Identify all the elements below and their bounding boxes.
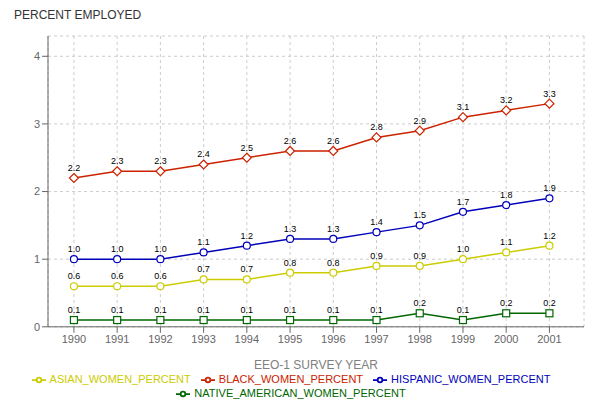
svg-text:1: 1 <box>34 253 40 265</box>
svg-text:0.1: 0.1 <box>197 305 210 315</box>
svg-text:1.5: 1.5 <box>413 210 426 220</box>
svg-text:0.6: 0.6 <box>154 271 167 281</box>
svg-text:2.3: 2.3 <box>154 156 167 166</box>
svg-text:0.1: 0.1 <box>327 305 340 315</box>
svg-text:2.6: 2.6 <box>284 136 297 146</box>
svg-text:1991: 1991 <box>105 333 129 345</box>
svg-text:2.6: 2.6 <box>327 136 340 146</box>
svg-text:0.1: 0.1 <box>111 305 124 315</box>
svg-text:0.7: 0.7 <box>197 264 210 274</box>
svg-text:2: 2 <box>34 185 40 197</box>
svg-text:1.3: 1.3 <box>284 224 297 234</box>
svg-text:1992: 1992 <box>148 333 172 345</box>
svg-text:1.1: 1.1 <box>500 237 513 247</box>
svg-text:1.9: 1.9 <box>543 183 556 193</box>
svg-text:0.2: 0.2 <box>543 298 556 308</box>
svg-text:1999: 1999 <box>451 333 475 345</box>
svg-text:0.9: 0.9 <box>370 251 383 261</box>
svg-text:0.1: 0.1 <box>154 305 167 315</box>
svg-text:0.8: 0.8 <box>327 258 340 268</box>
svg-text:2000: 2000 <box>494 333 518 345</box>
svg-text:1998: 1998 <box>407 333 431 345</box>
svg-text:0.8: 0.8 <box>284 258 297 268</box>
svg-text:2.5: 2.5 <box>241 143 254 153</box>
svg-text:0.1: 0.1 <box>68 305 81 315</box>
svg-text:0.7: 0.7 <box>241 264 254 274</box>
svg-text:3.2: 3.2 <box>500 95 513 105</box>
svg-text:1.0: 1.0 <box>68 244 81 254</box>
svg-text:0.1: 0.1 <box>241 305 254 315</box>
svg-text:1.8: 1.8 <box>500 190 513 200</box>
svg-text:1997: 1997 <box>364 333 388 345</box>
svg-text:1.4: 1.4 <box>370 217 383 227</box>
svg-text:1990: 1990 <box>62 333 86 345</box>
svg-text:1994: 1994 <box>235 333 259 345</box>
svg-text:2.2: 2.2 <box>68 163 81 173</box>
svg-text:2.9: 2.9 <box>413 116 426 126</box>
html-text:PERCENT EMPLOYED: PERCENT EMPLOYED <box>14 8 142 22</box>
svg-text:1.0: 1.0 <box>457 244 470 254</box>
svg-text:0.1: 0.1 <box>457 305 470 315</box>
svg-text:3.1: 3.1 <box>457 102 470 112</box>
svg-text:1.2: 1.2 <box>543 231 556 241</box>
svg-text:0: 0 <box>34 321 40 333</box>
svg-text:3: 3 <box>34 118 40 130</box>
svg-text:2.4: 2.4 <box>197 149 210 159</box>
svg-text:1996: 1996 <box>321 333 345 345</box>
svg-text:0.2: 0.2 <box>500 298 513 308</box>
svg-text:2001: 2001 <box>537 333 561 345</box>
svg-text:0.2: 0.2 <box>413 298 426 308</box>
svg-text:0.1: 0.1 <box>370 305 383 315</box>
svg-text:0.9: 0.9 <box>413 251 426 261</box>
html-text:HISPANIC_WOMEN_PERCENT: HISPANIC_WOMEN_PERCENT <box>391 372 551 385</box>
svg-text:1993: 1993 <box>191 333 215 345</box>
svg-text:0.6: 0.6 <box>111 271 124 281</box>
svg-text:4: 4 <box>34 50 40 62</box>
html-text:BLACK_WOMEN_PERCENT: BLACK_WOMEN_PERCENT <box>218 372 364 385</box>
svg-text:0.6: 0.6 <box>68 271 81 281</box>
svg-text:EEO-1 SURVEY YEAR: EEO-1 SURVEY YEAR <box>254 358 378 372</box>
svg-text:1.3: 1.3 <box>327 224 340 234</box>
svg-text:1.7: 1.7 <box>457 197 470 207</box>
svg-text:1.1: 1.1 <box>197 237 210 247</box>
html-text:ASIAN_WOMEN_PERCENT: ASIAN_WOMEN_PERCENT <box>49 372 191 385</box>
svg-text:1.0: 1.0 <box>111 244 124 254</box>
html-text:NATIVE_AMERICAN_WOMEN_PERCENT: NATIVE_AMERICAN_WOMEN_PERCENT <box>194 386 406 399</box>
svg-text:2.3: 2.3 <box>111 156 124 166</box>
svg-text:0.1: 0.1 <box>284 305 297 315</box>
svg-text:2.8: 2.8 <box>370 122 383 132</box>
svg-text:1995: 1995 <box>278 333 302 345</box>
svg-text:1.0: 1.0 <box>154 244 167 254</box>
svg-text:3.3: 3.3 <box>543 89 556 99</box>
svg-text:1.2: 1.2 <box>241 231 254 241</box>
